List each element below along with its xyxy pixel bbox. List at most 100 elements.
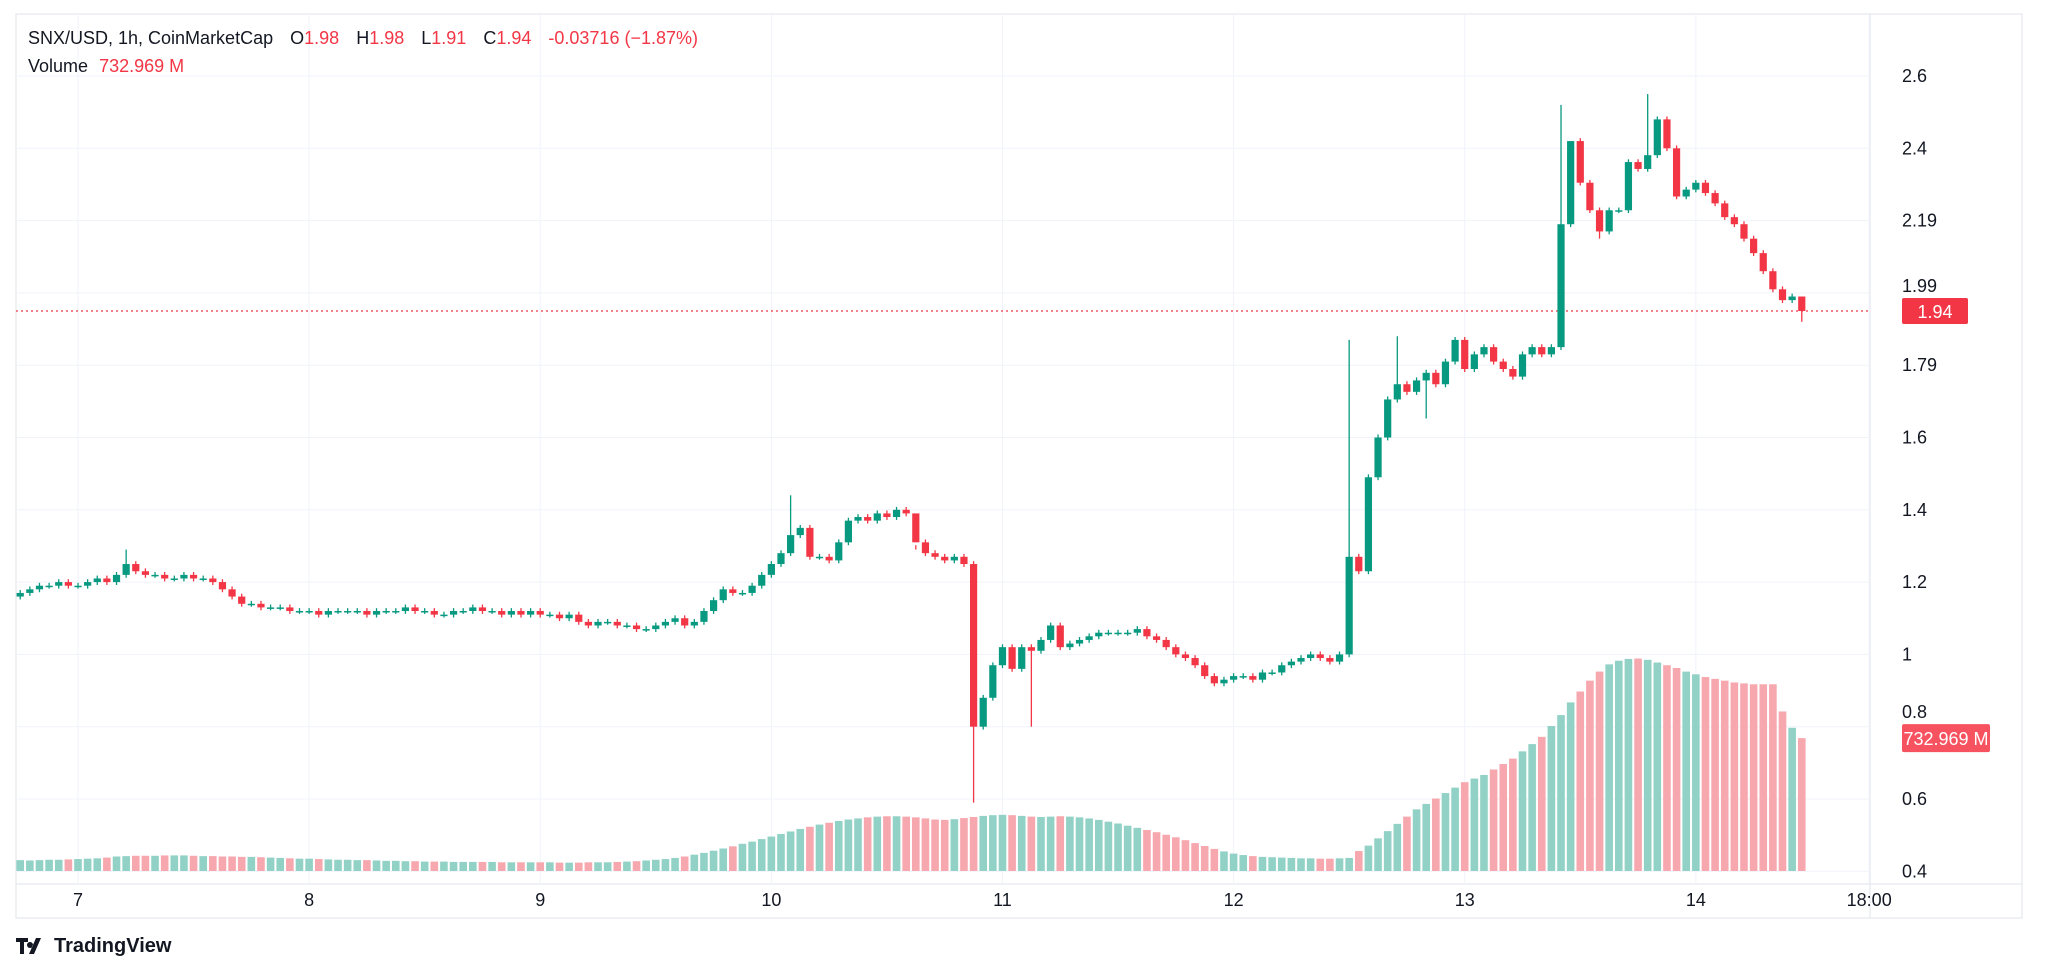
candle-body [652, 625, 660, 630]
candle [1230, 673, 1238, 683]
volume-bar [286, 858, 294, 871]
candle [459, 608, 467, 614]
candle [122, 549, 130, 578]
candle [1432, 369, 1440, 388]
volume-bar [1788, 727, 1796, 871]
candle [161, 571, 169, 582]
candle [334, 608, 342, 614]
candle [421, 608, 429, 614]
volume-bar [1297, 858, 1305, 871]
candle [613, 618, 621, 629]
volume-bar [314, 859, 323, 871]
volume-bar [237, 856, 246, 871]
volume-bar [209, 856, 217, 871]
volume-bar [603, 862, 612, 871]
volume-bar [623, 861, 631, 871]
volume-bar [199, 856, 207, 871]
volume-bar [1537, 736, 1546, 871]
volume-bar [103, 857, 111, 871]
candle-body [1210, 676, 1218, 684]
volume-bar [430, 861, 439, 871]
candle [392, 608, 400, 614]
candle [1412, 377, 1421, 395]
volume-bar [652, 859, 660, 871]
volume-bar [478, 861, 487, 871]
candle [498, 608, 506, 618]
candle [1778, 286, 1787, 304]
candle-body [1547, 347, 1555, 355]
candle-body [1268, 672, 1276, 674]
x-tick-label: 18:00 [1847, 890, 1892, 910]
candle [632, 622, 641, 632]
volume-bar [1075, 817, 1084, 871]
volume-bar [989, 815, 997, 871]
symbol-label[interactable]: SNX/USD, 1h, CoinMarketCap [28, 28, 274, 48]
candle [1624, 159, 1633, 214]
candle [536, 608, 544, 618]
candle [1798, 296, 1806, 322]
candle [1355, 553, 1363, 575]
candle-body [1152, 636, 1161, 640]
x-tick-label: 13 [1455, 890, 1475, 910]
volume-bar [1316, 858, 1325, 871]
candle-body [1335, 654, 1344, 662]
volume-bar [950, 819, 959, 871]
volume-bar [834, 820, 843, 871]
volume-bar [1432, 798, 1440, 871]
candle [864, 514, 872, 524]
candle [180, 571, 188, 582]
candle [767, 561, 775, 578]
high-value: 1.98 [369, 28, 405, 48]
candle-body [1798, 296, 1806, 311]
candle [1586, 179, 1594, 214]
volume-bar [940, 819, 949, 871]
candle [507, 608, 515, 618]
volume-label[interactable]: Volume [28, 56, 89, 76]
candle-body [844, 520, 852, 543]
candle [1644, 94, 1652, 172]
candle [247, 600, 255, 607]
candle [1461, 337, 1469, 373]
volume-bar [1566, 702, 1575, 871]
volume-bar [1412, 809, 1421, 871]
volume-bar [1152, 832, 1161, 871]
candle [1104, 629, 1113, 636]
candle [1605, 207, 1613, 235]
volume-bar [931, 819, 939, 871]
volume-bar [363, 860, 371, 871]
candle-body [1451, 339, 1459, 362]
candle-body [1412, 380, 1421, 392]
tradingview-logo[interactable]: TradingView [16, 935, 171, 958]
volume-bar [1085, 818, 1093, 871]
candle-body [1201, 665, 1209, 677]
candle-body [575, 614, 583, 622]
candle-body [758, 574, 766, 586]
candle-body [709, 600, 718, 612]
candle-body [1740, 224, 1748, 239]
candle-body [632, 625, 641, 630]
candle [1258, 669, 1267, 683]
candle-body [767, 564, 775, 575]
volume-bar [257, 857, 265, 871]
candle [1663, 116, 1671, 152]
candle-body [1384, 399, 1392, 438]
volume-bar [863, 817, 872, 871]
volume-bar [1489, 769, 1498, 871]
volume-bar [1220, 851, 1228, 871]
volume-bar [574, 862, 583, 871]
candle-body [604, 621, 612, 624]
candle [1152, 633, 1161, 643]
volume-bar [1672, 667, 1681, 871]
candle-body [1518, 354, 1527, 377]
candle-body [565, 614, 573, 619]
candle [883, 510, 891, 520]
axes[interactable]: 2.6 2.4 2.19 1.99 1.79 1.6 1.4 1.2 1 0.8 0.6 0.4 7 8 9… [73, 66, 1990, 910]
candle-body [594, 621, 602, 626]
candle-body [960, 556, 968, 565]
candle [555, 611, 564, 622]
candle-body [1075, 639, 1084, 644]
candle [276, 604, 284, 611]
candle [132, 561, 140, 575]
volume-bar [1624, 658, 1633, 871]
